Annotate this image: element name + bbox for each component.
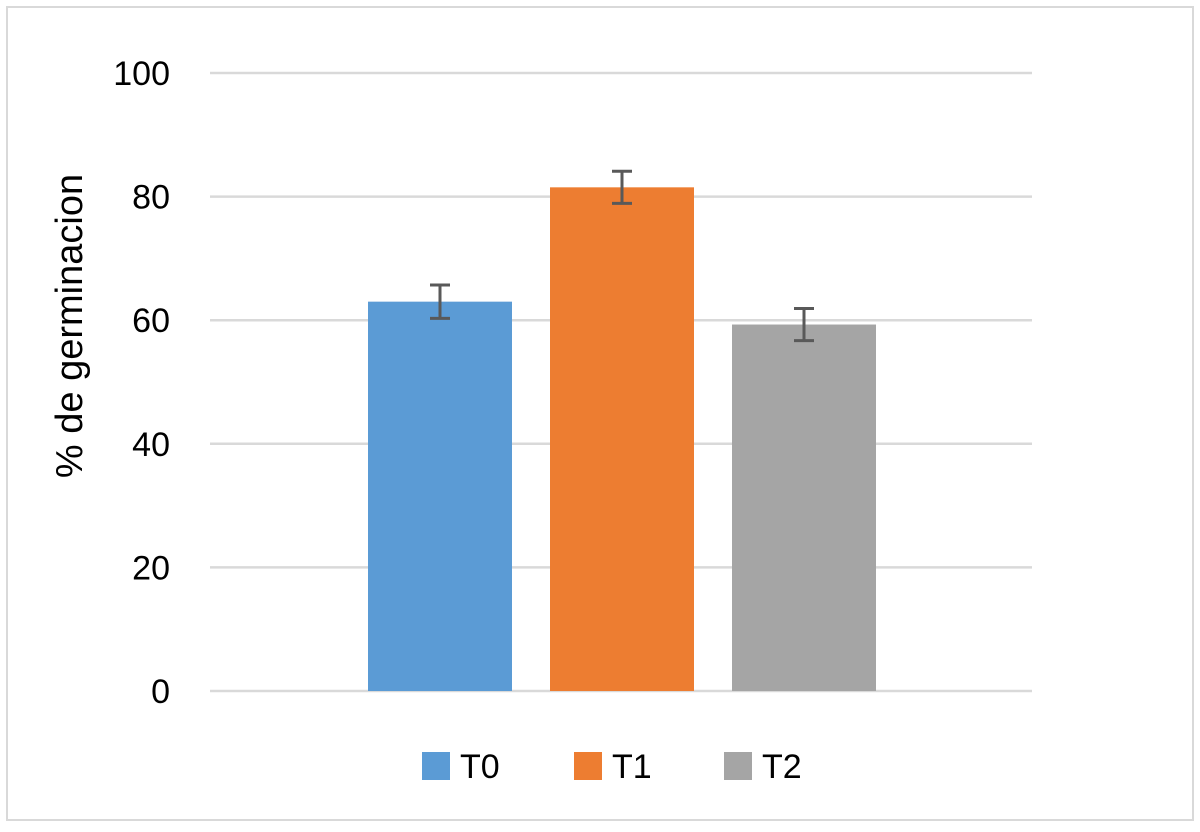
bar-t0: [368, 301, 512, 691]
bars: [368, 187, 876, 691]
legend-label: T2: [762, 748, 802, 786]
legend-swatch: [724, 752, 752, 780]
legend: T0 T1 T2: [422, 748, 802, 786]
legend-label: T1: [612, 748, 652, 786]
legend-label: T0: [460, 748, 500, 786]
legend-item-t1: T1: [574, 748, 652, 786]
y-tick-label: 0: [151, 673, 170, 711]
error-bar-t1: [612, 169, 632, 205]
legend-swatch: [574, 752, 602, 780]
error-bar-t0: [430, 283, 450, 320]
y-tick-label: 20: [132, 549, 170, 587]
error-bars: [430, 169, 814, 343]
legend-item-t0: T0: [422, 748, 500, 786]
y-tick-label: 100: [113, 55, 170, 93]
legend-item-t2: T2: [724, 748, 802, 786]
y-tick-label: 60: [132, 302, 170, 340]
y-axis-title: % de germinacion: [49, 174, 91, 478]
bar-t1: [550, 187, 694, 691]
y-axis-ticks: 0 20 40 60 80 100: [113, 55, 170, 711]
y-tick-label: 80: [132, 179, 170, 217]
error-bar-t2: [794, 306, 814, 343]
legend-swatch: [422, 752, 450, 780]
y-tick-label: 40: [132, 426, 170, 464]
bar-t2: [732, 324, 876, 691]
